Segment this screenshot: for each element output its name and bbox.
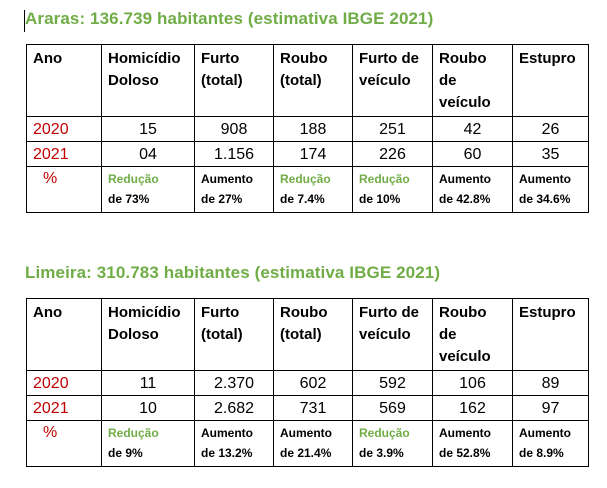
value-cell: 97: [512, 395, 589, 421]
year-cell: 2021: [26, 141, 102, 167]
header-roubo-veiculo: Roubo de veículo: [432, 44, 513, 117]
change-cell: Redução de 73%: [101, 166, 195, 213]
value-cell: 35: [512, 141, 589, 167]
header-row: Ano Homicídio Doloso Furto (total) Roubo (t…: [26, 44, 589, 117]
change-cell: Redução de 7.4%: [273, 166, 353, 213]
change-cell: Aumento de 8.9%: [512, 420, 589, 467]
header-ano: Ano: [26, 298, 102, 371]
change-cell: Aumento de 34.6%: [512, 166, 589, 213]
header-roubo-total: Roubo (total): [273, 298, 353, 371]
table-row: 2021 04 1.156 174 226 60 35: [26, 141, 589, 167]
value-cell: 1.156: [194, 141, 274, 167]
value-cell: 2.370: [194, 370, 274, 396]
limeira-title: Limeira: 310.783 habitantes (estimativa …: [25, 263, 441, 282]
change-cell: Aumento de 42.8%: [432, 166, 513, 213]
value-cell: 226: [352, 141, 433, 167]
value-cell: 11: [101, 370, 195, 396]
value-cell: 26: [512, 116, 589, 142]
header-furto-veiculo: Furto de veículo: [352, 44, 433, 117]
change-cell: Redução de 3.9%: [352, 420, 433, 467]
header-roubo-veiculo: Roubo de veículo: [432, 298, 513, 371]
value-cell: 04: [101, 141, 195, 167]
value-cell: 908: [194, 116, 274, 142]
change-cell: Aumento de 27%: [194, 166, 274, 213]
value-cell: 10: [101, 395, 195, 421]
change-cell: Redução de 10%: [352, 166, 433, 213]
percent-row: % Redução de 9% Aumento de 13.2% Aumento de…: [26, 420, 589, 467]
year-cell: 2020: [26, 116, 102, 142]
value-cell: 15: [101, 116, 195, 142]
value-cell: 188: [273, 116, 353, 142]
header-ano: Ano: [26, 44, 102, 117]
header-estupro: Estupro: [512, 44, 589, 117]
header-furto-total: Furto (total): [194, 44, 274, 117]
value-cell: 251: [352, 116, 433, 142]
table-row: 2020 15 908 188 251 42 26: [26, 116, 589, 142]
percent-row: % Redução de 73% Aumento de 27% Redução de …: [26, 166, 589, 213]
value-cell: 731: [273, 395, 353, 421]
header-furto-total: Furto (total): [194, 298, 274, 371]
change-cell: Aumento de 52.8%: [432, 420, 513, 467]
year-cell: 2021: [26, 395, 102, 421]
value-cell: 569: [352, 395, 433, 421]
change-cell: Aumento de 21.4%: [273, 420, 353, 467]
value-cell: 162: [432, 395, 513, 421]
table-row: 2020 11 2.370 602 592 106 89: [26, 370, 589, 396]
header-roubo-total: Roubo (total): [273, 44, 353, 117]
value-cell: 42: [432, 116, 513, 142]
change-cell: Aumento de 13.2%: [194, 420, 274, 467]
header-homicidio-doloso: Homicídio Doloso: [101, 298, 195, 371]
header-homicidio-doloso: Homicídio Doloso: [101, 44, 195, 117]
header-estupro: Estupro: [512, 298, 589, 371]
header-furto-veiculo: Furto de veículo: [352, 298, 433, 371]
percent-label: %: [26, 166, 102, 213]
araras-table: Ano Homicídio Doloso Furto (total) Roubo (t…: [26, 44, 589, 213]
year-cell: 2020: [26, 370, 102, 396]
percent-label: %: [26, 420, 102, 467]
value-cell: 60: [432, 141, 513, 167]
value-cell: 174: [273, 141, 353, 167]
limeira-table: Ano Homicídio Doloso Furto (total) Roubo (t…: [26, 298, 589, 467]
value-cell: 89: [512, 370, 589, 396]
header-row: Ano Homicídio Doloso Furto (total) Roubo (t…: [26, 298, 589, 371]
araras-title: Araras: 136.739 habitantes (estimativa I…: [25, 9, 434, 28]
value-cell: 592: [352, 370, 433, 396]
text-cursor: [24, 10, 25, 32]
value-cell: 106: [432, 370, 513, 396]
table-row: 2021 10 2.682 731 569 162 97: [26, 395, 589, 421]
value-cell: 2.682: [194, 395, 274, 421]
value-cell: 602: [273, 370, 353, 396]
change-cell: Redução de 9%: [101, 420, 195, 467]
